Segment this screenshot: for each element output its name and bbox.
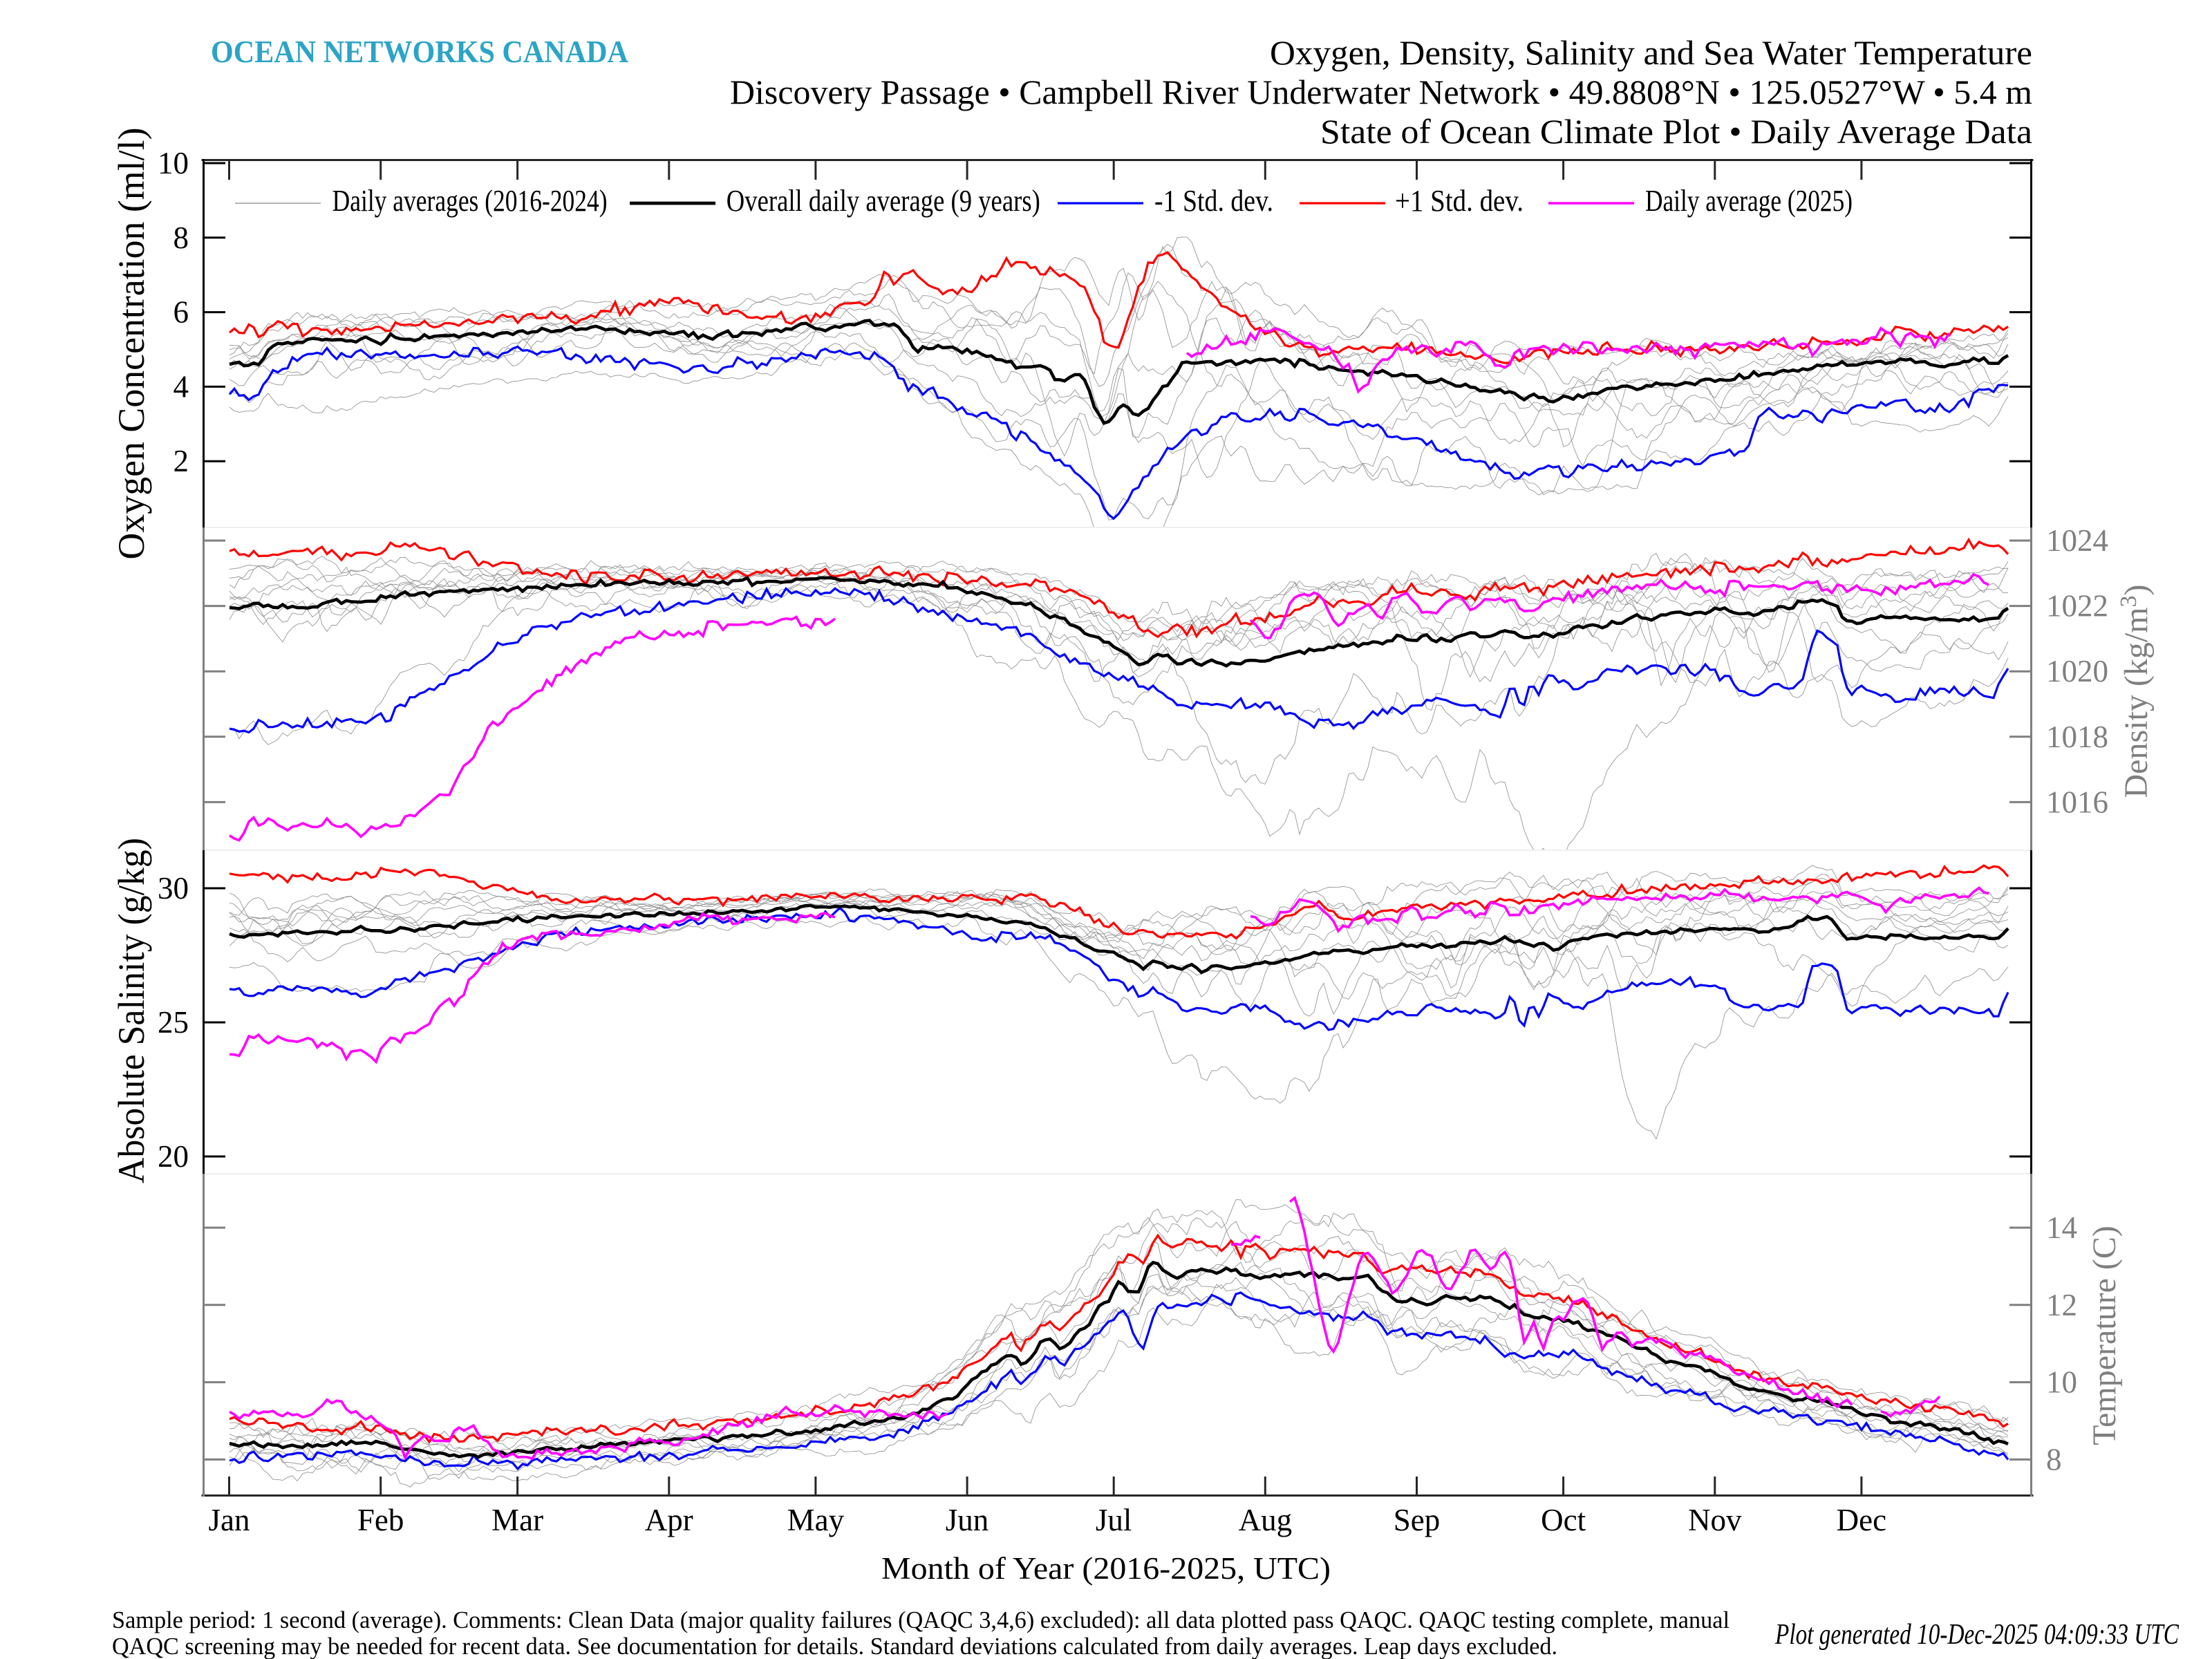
svg-text:Temperature (C): Temperature (C) xyxy=(2086,1226,2123,1445)
svg-text:Oxygen, Density, Salinity and: Oxygen, Density, Salinity and Sea Water … xyxy=(1270,33,2032,72)
svg-text:Absolute Salinity (g/kg): Absolute Salinity (g/kg) xyxy=(111,838,152,1183)
svg-text:QAQC screening may be needed f: QAQC screening may be needed for recent … xyxy=(112,1633,1557,1659)
svg-text:20: 20 xyxy=(158,1139,189,1174)
svg-text:14: 14 xyxy=(2046,1210,2077,1245)
svg-text:12: 12 xyxy=(2046,1288,2077,1322)
svg-text:Density (kg/m3): Density (kg/m3) xyxy=(2116,585,2155,798)
svg-text:May: May xyxy=(787,1503,845,1537)
svg-text:Dec: Dec xyxy=(1837,1503,1886,1537)
svg-text:2: 2 xyxy=(174,444,189,478)
svg-text:30: 30 xyxy=(158,871,189,906)
svg-text:8: 8 xyxy=(2046,1442,2062,1477)
svg-text:Discovery Passage • Campbell R: Discovery Passage • Campbell River Under… xyxy=(730,73,2032,111)
svg-text:1020: 1020 xyxy=(2046,654,2108,688)
svg-text:Overall daily average (9 years: Overall daily average (9 years) xyxy=(727,184,1040,218)
svg-text:Apr: Apr xyxy=(645,1503,693,1537)
svg-text:Sample period: 1 second (avera: Sample period: 1 second (average). Comme… xyxy=(112,1606,1730,1633)
svg-text:Sep: Sep xyxy=(1394,1503,1441,1537)
svg-text:25: 25 xyxy=(158,1005,189,1040)
svg-text:8: 8 xyxy=(174,221,189,255)
svg-text:+1 Std. dev.: +1 Std. dev. xyxy=(1395,184,1524,218)
svg-text:1018: 1018 xyxy=(2046,720,2108,754)
svg-text:Jan: Jan xyxy=(209,1503,250,1537)
svg-text:Oxygen Concentration (ml/l): Oxygen Concentration (ml/l) xyxy=(111,128,152,560)
svg-text:10: 10 xyxy=(158,146,189,180)
svg-text:6: 6 xyxy=(174,295,189,330)
svg-text:Oct: Oct xyxy=(1541,1503,1586,1537)
svg-text:Month of Year (2016-2025, UTC): Month of Year (2016-2025, UTC) xyxy=(881,1551,1331,1586)
svg-text:-1 Std. dev.: -1 Std. dev. xyxy=(1154,184,1273,218)
svg-text:Daily average (2025): Daily average (2025) xyxy=(1645,184,1853,218)
svg-text:Feb: Feb xyxy=(357,1503,404,1537)
svg-text:State of Ocean Climate Plot •: State of Ocean Climate Plot • Daily Aver… xyxy=(1320,112,2032,151)
svg-text:Aug: Aug xyxy=(1239,1503,1293,1537)
svg-text:OCEAN NETWORKS CANADA: OCEAN NETWORKS CANADA xyxy=(211,35,628,69)
svg-text:Nov: Nov xyxy=(1688,1503,1742,1537)
svg-text:1016: 1016 xyxy=(2046,785,2108,819)
svg-text:Daily averages (2016-2024): Daily averages (2016-2024) xyxy=(332,184,608,218)
svg-text:1022: 1022 xyxy=(2046,589,2108,624)
svg-text:10: 10 xyxy=(2046,1365,2077,1400)
svg-text:Jun: Jun xyxy=(946,1503,989,1537)
svg-text:1024: 1024 xyxy=(2046,523,2108,558)
svg-text:Jul: Jul xyxy=(1096,1503,1132,1537)
svg-text:Plot generated 10-Dec-2025 04:: Plot generated 10-Dec-2025 04:09:33 UTC xyxy=(1774,1619,2180,1651)
svg-text:Mar: Mar xyxy=(491,1503,543,1537)
svg-text:4: 4 xyxy=(174,369,189,404)
